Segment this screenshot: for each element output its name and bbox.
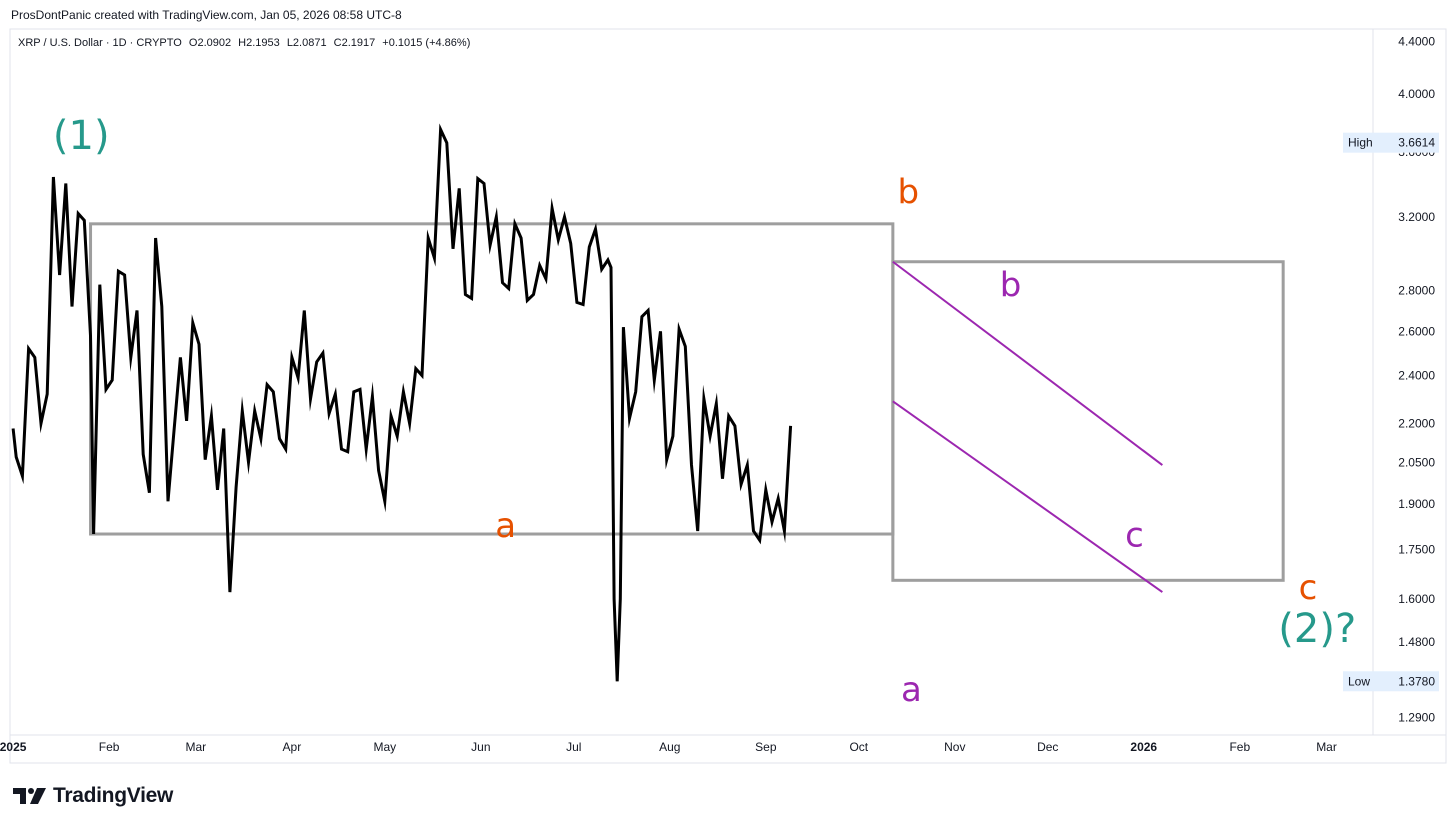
price-line xyxy=(11,123,793,682)
time-tick-label: Apr xyxy=(283,740,302,754)
wave-label: b xyxy=(1000,265,1022,305)
price-label-box xyxy=(1343,132,1439,153)
price-label-tag: High xyxy=(1348,136,1373,150)
price-tick-label: 1.6000 xyxy=(1398,592,1435,606)
wave-label: a xyxy=(495,506,516,546)
wave-label: (2)? xyxy=(1278,606,1356,652)
time-tick-label: Oct xyxy=(849,740,868,754)
wave-label: c xyxy=(1299,568,1318,608)
time-tick-label: Dec xyxy=(1037,740,1058,754)
price-label-value: 1.3780 xyxy=(1398,674,1435,688)
time-tick-label: Mar xyxy=(186,740,207,754)
price-label-tag: Low xyxy=(1348,674,1370,688)
time-tick-label: 2025 xyxy=(0,740,27,754)
legend-open: O2.0902 xyxy=(188,37,232,49)
time-axis[interactable]: 2025 Feb Mar Apr May Jun Jul Aug Sep Oct Nov Dec 202… xyxy=(0,740,1337,754)
price-tick-label: 2.4000 xyxy=(1398,368,1435,382)
wave-label: b xyxy=(898,172,920,212)
time-tick-label: Jun xyxy=(471,740,490,754)
price-label-value: 3.6614 xyxy=(1398,136,1435,150)
price-tick-label: 4.0000 xyxy=(1398,87,1435,101)
price-tick-label: 1.9000 xyxy=(1398,497,1435,511)
legend-close: C2.1917 xyxy=(333,37,376,49)
legend-symbol[interactable]: XRP / U.S. Dollar · 1D · CRYPTO xyxy=(18,37,182,49)
tradingview-logo-icon xyxy=(13,788,46,804)
brand-name: TradingView xyxy=(53,784,174,807)
price-tick-label: 2.8000 xyxy=(1398,284,1435,298)
wave-channel xyxy=(892,260,1163,593)
price-tick-label: 2.0500 xyxy=(1398,455,1435,469)
symbol-legend: XRP / U.S. Dollar · 1D · CRYPTO O2.0902 … xyxy=(18,37,474,49)
time-tick-label: Feb xyxy=(99,740,120,754)
price-tick-label: 1.2900 xyxy=(1398,711,1435,725)
price-label-box xyxy=(1343,671,1439,692)
price-tick-label: 4.4000 xyxy=(1398,34,1435,48)
plot-pane-border xyxy=(9,28,1447,764)
price-tick-label: 1.7500 xyxy=(1398,543,1435,557)
channel-line-1 xyxy=(892,260,1163,466)
legend-low: L2.0871 xyxy=(286,37,327,49)
wave-label: (1) xyxy=(53,113,110,159)
channel-line-2 xyxy=(892,400,1163,593)
wave-label: c xyxy=(1125,515,1144,555)
range-box-2 xyxy=(891,260,1285,582)
legend-change: +0.1015 (+4.86%) xyxy=(382,37,471,49)
time-tick-label: Feb xyxy=(1229,740,1250,754)
time-tick-label: Nov xyxy=(944,740,965,754)
time-tick-label: Mar xyxy=(1316,740,1337,754)
time-tick-label: Sep xyxy=(755,740,777,754)
time-tick-label: 2026 xyxy=(1130,740,1157,754)
price-labels: High 3.6614 Low 1.3780 xyxy=(1343,132,1439,692)
time-tick-label: Jul xyxy=(566,740,581,754)
range-box-1 xyxy=(89,222,895,536)
legend-high: H2.1953 xyxy=(238,37,280,49)
price-tick-label: 3.2000 xyxy=(1398,210,1435,224)
wave-label: a xyxy=(901,670,922,710)
price-axis[interactable]: 4.40004.00003.60003.20002.80002.60002.40… xyxy=(1398,34,1435,724)
chart-credit: ProsDontPanic created with TradingView.c… xyxy=(11,8,402,22)
time-tick-label: Aug xyxy=(659,740,680,754)
price-series xyxy=(11,123,793,682)
price-tick-label: 2.6000 xyxy=(1398,324,1435,338)
price-tick-label: 2.2000 xyxy=(1398,416,1435,430)
time-tick-label: May xyxy=(373,740,396,754)
tradingview-brand[interactable]: TradingView xyxy=(13,784,173,808)
wave-labels: (1)abc(2)?abc xyxy=(53,113,1356,710)
price-tick-label: 1.4800 xyxy=(1398,635,1435,649)
